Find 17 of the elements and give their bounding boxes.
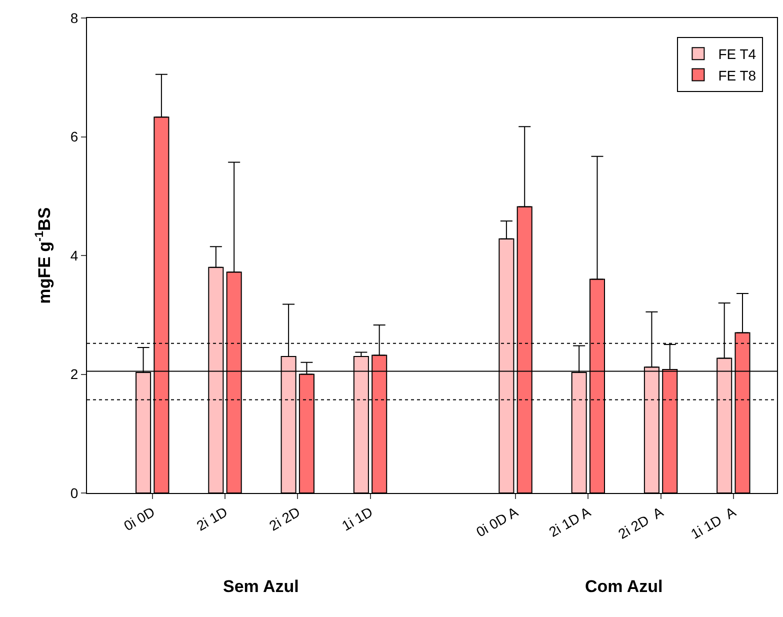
y-tick-label: 0: [70, 484, 78, 501]
x-tick-label: 2i 2D: [266, 504, 303, 534]
x-tick-label: 2i 1D: [194, 504, 230, 534]
y-tick-label: 4: [70, 247, 78, 264]
y-tick-label: 6: [70, 128, 78, 145]
x-tick-label: 0i 0D A: [473, 503, 522, 540]
x-tick-label: 1i 1D: [338, 504, 376, 534]
text: Sem Azul: [223, 577, 299, 596]
y-tick-label: 8: [70, 10, 78, 26]
legend-label: FE T8: [718, 67, 756, 84]
x-tick-label: 0i 0D: [121, 504, 158, 534]
x-tick-label: 2i 1D A: [546, 503, 594, 540]
y-tick-label: 2: [70, 366, 78, 382]
text: Com Azul: [585, 577, 663, 596]
x-tick-label: 2i 2D A: [615, 503, 666, 542]
x-tick-label: 1i 1D A: [688, 503, 739, 542]
legend-label: FE T4: [718, 46, 756, 62]
